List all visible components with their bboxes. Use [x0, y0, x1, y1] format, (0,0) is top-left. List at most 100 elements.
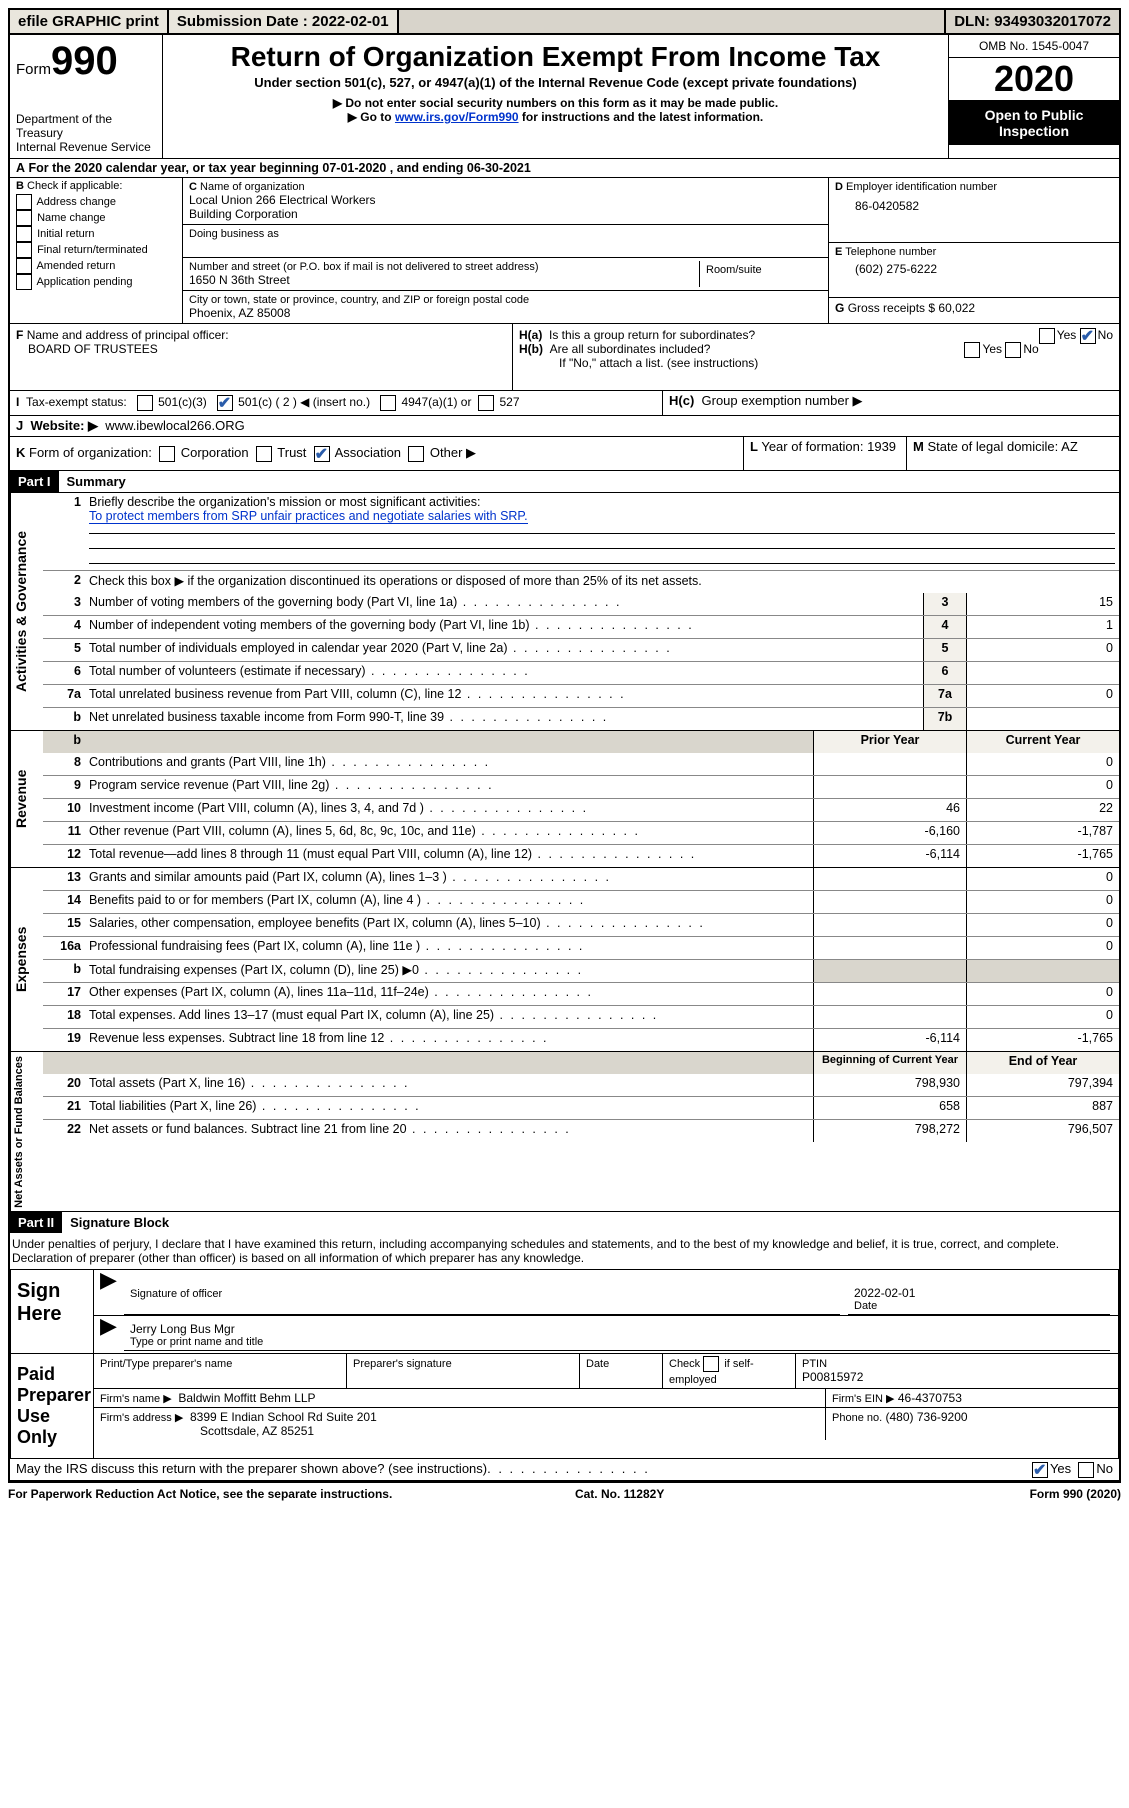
officer-name: Jerry Long Bus Mgr [130, 1322, 1104, 1336]
firm-addr1: 8399 E Indian School Rd Suite 201 [190, 1410, 377, 1424]
summary-line: 18Total expenses. Add lines 13–17 (must … [43, 1005, 1119, 1028]
side-revenue: Revenue [10, 731, 43, 867]
netassets-block: Net Assets or Fund Balances Beginning of… [10, 1052, 1119, 1213]
omb-number: OMB No. 1545-0047 [949, 35, 1119, 58]
summary-line: bNet unrelated business taxable income f… [43, 707, 1119, 730]
form-subtitle: Under section 501(c), 527, or 4947(a)(1)… [171, 75, 940, 90]
side-netassets: Net Assets or Fund Balances [10, 1052, 43, 1212]
dba-label: Doing business as [189, 228, 822, 240]
checkbox-assoc[interactable] [314, 446, 330, 462]
summary-line: 10Investment income (Part VIII, column (… [43, 798, 1119, 821]
summary-line: 6Total number of volunteers (estimate if… [43, 661, 1119, 684]
revenue-block: Revenue b Prior Year Current Year 8Contr… [10, 731, 1119, 868]
checkbox-other[interactable] [408, 446, 424, 462]
submission-date-button[interactable]: Submission Date : 2022-02-01 [169, 10, 399, 33]
part2-header: Part II Signature Block [10, 1212, 1119, 1233]
klm-row: K Form of organization: Corporation Trus… [10, 437, 1119, 471]
checkbox-application-pending[interactable] [16, 274, 32, 290]
summary-line: 11Other revenue (Part VIII, column (A), … [43, 821, 1119, 844]
website-row: J Website: ▶ www.ibewlocal266.ORG [10, 416, 1119, 437]
arrow-icon: ▶ [100, 1313, 117, 1338]
instructions-link[interactable]: www.irs.gov/Form990 [395, 110, 519, 124]
sign-date: 2022-02-01 [854, 1286, 1104, 1300]
form-title: Return of Organization Exempt From Incom… [171, 41, 940, 73]
summary-line: 15Salaries, other compensation, employee… [43, 913, 1119, 936]
sign-here-label: Sign Here [11, 1270, 94, 1353]
city-state-zip: Phoenix, AZ 85008 [189, 306, 822, 320]
arrow-icon: ▶ [100, 1267, 117, 1292]
officer-group-section: F Name and address of principal officer:… [10, 324, 1119, 391]
checkbox-corp[interactable] [159, 446, 175, 462]
form-number: Form990 [16, 39, 156, 84]
form-header: Form990 Department of the Treasury Inter… [10, 35, 1119, 159]
mission-text: To protect members from SRP unfair pract… [89, 509, 528, 524]
checkbox-ha-yes[interactable] [1039, 328, 1055, 344]
org-name-1: Local Union 266 Electrical Workers [189, 193, 822, 207]
declaration-text: Under penalties of perjury, I declare th… [10, 1233, 1119, 1270]
checkbox-discuss-yes[interactable] [1032, 1462, 1048, 1478]
part1-header: Part I Summary [10, 471, 1119, 493]
checkbox-discuss-no[interactable] [1078, 1462, 1094, 1478]
summary-line: 8Contributions and grants (Part VIII, li… [43, 753, 1119, 775]
checkbox-hb-yes[interactable] [964, 342, 980, 358]
line-a-tax-year: A For the 2020 calendar year, or tax yea… [10, 159, 1119, 178]
summary-line: 13Grants and similar amounts paid (Part … [43, 868, 1119, 890]
checkbox-final-return[interactable] [16, 242, 32, 258]
checkbox-4947[interactable] [380, 395, 396, 411]
checkbox-amended-return[interactable] [16, 258, 32, 274]
checkbox-name-change[interactable] [16, 210, 32, 226]
checkbox-501c[interactable] [217, 395, 233, 411]
summary-line: 12Total revenue—add lines 8 through 11 (… [43, 844, 1119, 867]
side-governance: Activities & Governance [10, 493, 43, 730]
dln-label: DLN: 93493032017072 [944, 10, 1119, 33]
summary-line: 16aProfessional fundraising fees (Part I… [43, 936, 1119, 959]
year-formation: 1939 [867, 439, 896, 454]
website-link[interactable]: www.ibewlocal266.ORG [105, 418, 244, 434]
checkbox-hb-no[interactable] [1005, 342, 1021, 358]
governance-block: Activities & Governance 1 Briefly descri… [10, 493, 1119, 731]
summary-line: 19Revenue less expenses. Subtract line 1… [43, 1028, 1119, 1051]
irs-label: Internal Revenue Service [16, 140, 156, 154]
efile-print-button[interactable]: efile GRAPHIC print [10, 10, 169, 33]
tax-year: 2020 [949, 58, 1119, 101]
room-suite-label: Room/suite [699, 261, 822, 287]
firm-ein: 46-4370753 [898, 1391, 962, 1405]
summary-line: 17Other expenses (Part IX, column (A), l… [43, 982, 1119, 1005]
checkbox-ha-no[interactable] [1080, 328, 1096, 344]
top-bar: efile GRAPHIC print Submission Date : 20… [8, 8, 1121, 35]
summary-line: 21Total liabilities (Part X, line 26)658… [43, 1096, 1119, 1119]
paid-preparer-block: Paid Preparer Use Only Print/Type prepar… [10, 1354, 1119, 1459]
ptin: P00815972 [802, 1370, 863, 1384]
street-address: 1650 N 36th Street [189, 273, 699, 287]
summary-line: 22Net assets or fund balances. Subtract … [43, 1119, 1119, 1142]
checkbox-trust[interactable] [256, 446, 272, 462]
box-b-checkboxes: B Check if applicable: Address change Na… [10, 178, 183, 323]
instructions-note: ▶ Go to www.irs.gov/Form990 for instruct… [171, 110, 940, 124]
checkbox-self-employed[interactable] [703, 1356, 719, 1372]
discuss-row: May the IRS discuss this return with the… [10, 1459, 1119, 1481]
checkbox-initial-return[interactable] [16, 226, 32, 242]
checkbox-527[interactable] [478, 395, 494, 411]
city-label: City or town, state or province, country… [189, 294, 822, 306]
checkbox-address-change[interactable] [16, 194, 32, 210]
org-info-section: B Check if applicable: Address change Na… [10, 178, 1119, 324]
ein-value: 86-0420582 [835, 193, 1113, 213]
firm-phone: (480) 736-9200 [886, 1410, 968, 1424]
summary-line: 7aTotal unrelated business revenue from … [43, 684, 1119, 707]
firm-name: Baldwin Moffitt Behm LLP [178, 1391, 315, 1405]
ssn-note: ▶ Do not enter social security numbers o… [171, 96, 940, 110]
street-label: Number and street (or P.O. box if mail i… [189, 261, 699, 273]
side-expenses: Expenses [10, 868, 43, 1051]
gross-receipts: 60,022 [938, 301, 975, 315]
sign-here-block: Sign Here ▶ Signature of officer 2022-02… [10, 1270, 1119, 1354]
org-name-2: Building Corporation [189, 207, 822, 221]
form-container: Form990 Department of the Treasury Inter… [8, 35, 1121, 1483]
summary-line: 4Number of independent voting members of… [43, 615, 1119, 638]
tax-exempt-row: I Tax-exempt status: 501(c)(3) 501(c) ( … [10, 391, 1119, 416]
summary-line: bTotal fundraising expenses (Part IX, co… [43, 959, 1119, 982]
state-domicile: AZ [1061, 439, 1078, 454]
summary-line: 5Total number of individuals employed in… [43, 638, 1119, 661]
firm-addr2: Scottsdale, AZ 85251 [100, 1424, 314, 1438]
checkbox-501c3[interactable] [137, 395, 153, 411]
expenses-block: Expenses 13Grants and similar amounts pa… [10, 868, 1119, 1052]
